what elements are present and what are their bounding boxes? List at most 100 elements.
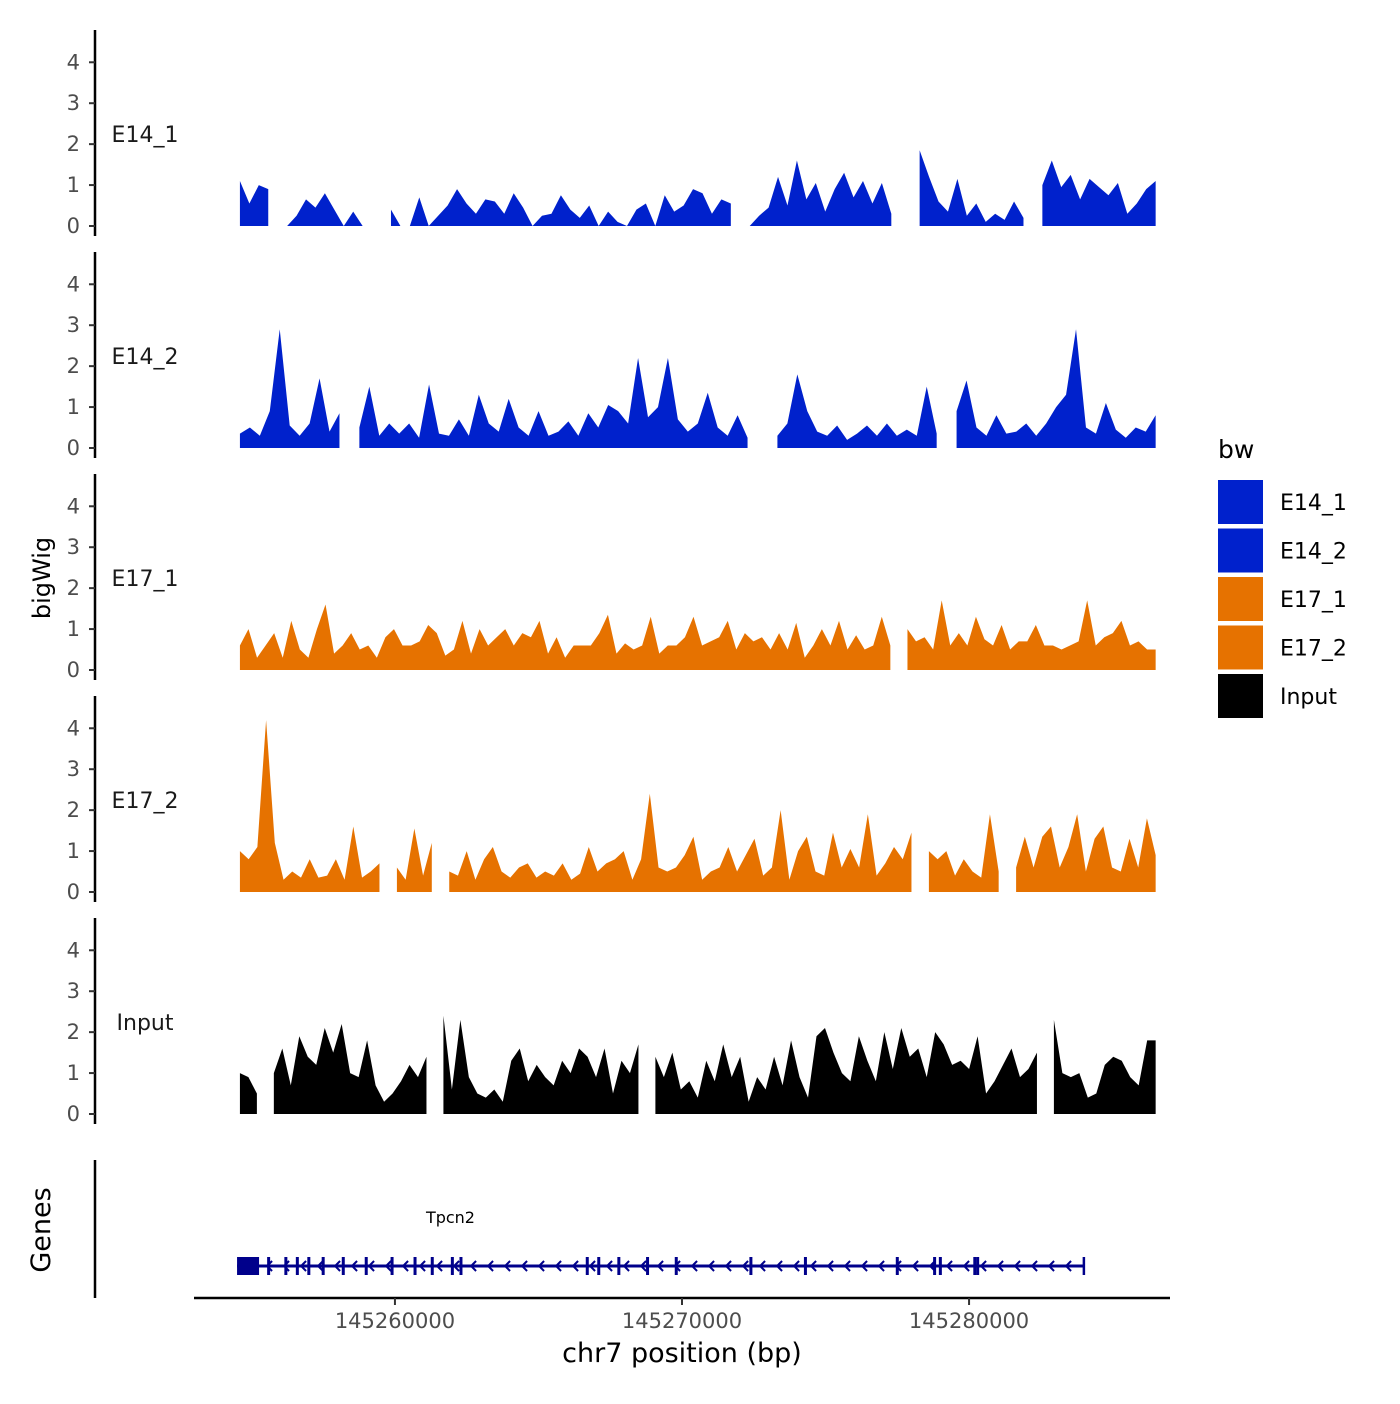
strand-arrow: [299, 1260, 307, 1272]
gene-exon: [976, 1257, 980, 1275]
y-tick-label: 4: [67, 716, 80, 740]
track-e14-2: 0 1 2 3 4 E14_2: [67, 252, 1156, 460]
x-tick-label: 145260000: [335, 1309, 455, 1333]
gene-exon: [450, 1257, 454, 1275]
strand-arrow: [401, 1260, 409, 1272]
strand-arrow: [350, 1260, 358, 1272]
y-tick-label: 0: [67, 214, 80, 238]
track-label: E14_1: [112, 123, 179, 148]
legend-label: Input: [1280, 685, 1337, 710]
strand-arrow: [282, 1260, 290, 1272]
coverage-area: [239, 1015, 1156, 1114]
strand-arrow: [656, 1260, 664, 1272]
y-tick-label: 2: [67, 354, 80, 378]
gene-tpcn2: Tpcn2: [237, 1208, 1086, 1275]
legend-swatch: [1218, 528, 1263, 573]
coverage-area: [239, 329, 1156, 448]
strand-arrow: [877, 1260, 885, 1272]
y-tick-label: 3: [67, 757, 80, 781]
gene-exon: [364, 1257, 368, 1275]
legend-entry: Input: [1218, 674, 1337, 718]
strand-arrow: [962, 1260, 970, 1272]
gene-label: Tpcn2: [425, 1208, 475, 1227]
gene-exon: [295, 1257, 299, 1275]
legend-entry: E14_2: [1218, 528, 1347, 573]
y-tick-label: 1: [67, 839, 80, 863]
gene-exon: [321, 1257, 325, 1275]
y-axis-title: bigWig: [28, 537, 56, 619]
gene-exon: [938, 1257, 942, 1275]
y-tick-label: 4: [67, 494, 80, 518]
strand-arrow: [979, 1260, 987, 1272]
strand-arrow: [860, 1260, 868, 1272]
strand-arrow: [486, 1260, 494, 1272]
strand-arrow: [792, 1260, 800, 1272]
track-input: 0 1 2 3 4 Input: [67, 918, 1156, 1126]
gene-exon: [284, 1257, 288, 1275]
genes-axis-title: Genes: [26, 1187, 57, 1272]
y-tick-label: 0: [67, 436, 80, 460]
y-tick-label: 3: [67, 91, 80, 115]
legend-entry: E17_2: [1218, 625, 1347, 670]
gene-exon: [749, 1257, 753, 1275]
strand-arrow: [605, 1260, 613, 1272]
strand-arrow: [809, 1260, 817, 1272]
x-axis-title: chr7 position (bp): [562, 1338, 802, 1369]
strand-arrow: [690, 1260, 698, 1272]
track-label: E17_1: [112, 567, 179, 592]
y-tick-label: 1: [67, 395, 80, 419]
strand-arrow: [503, 1260, 511, 1272]
track-e14-1: 0 1 2 3 4 E14_1: [67, 30, 1156, 238]
strand-arrow: [435, 1260, 443, 1272]
gene-exon: [341, 1257, 345, 1275]
strand-arrow: [520, 1260, 528, 1272]
track-label: E14_2: [112, 345, 179, 370]
strand-arrow: [367, 1260, 375, 1272]
gene-exon: [617, 1257, 621, 1275]
strand-arrow: [384, 1260, 392, 1272]
strand-arrow: [452, 1260, 460, 1272]
strand-arrow: [775, 1260, 783, 1272]
gene-panel: Tpcn2: [93, 1160, 1086, 1298]
strand-arrow: [1030, 1260, 1038, 1272]
y-tick-label: 2: [67, 132, 80, 156]
legend-label: E17_1: [1280, 588, 1347, 613]
legend-swatch: [1218, 674, 1263, 718]
strand-arrow: [911, 1260, 919, 1272]
legend: bw E14_1 E14_2 E17_1 E17_2 Input: [1218, 435, 1347, 718]
gene-exon: [973, 1257, 977, 1275]
y-tick-label: 1: [67, 173, 80, 197]
y-tick-label: 1: [67, 1061, 80, 1085]
legend-swatch: [1218, 577, 1263, 621]
gene-exon: [803, 1257, 807, 1275]
strand-arrow: [758, 1260, 766, 1272]
strand-arrow: [843, 1260, 851, 1272]
strand-arrow: [826, 1260, 834, 1272]
legend-entry: E17_1: [1218, 577, 1347, 621]
y-tick-label: 0: [67, 880, 80, 904]
gene-exon: [390, 1257, 394, 1275]
gene-exon: [585, 1257, 589, 1275]
gene-exon: [674, 1257, 678, 1275]
track-label: E17_2: [112, 789, 179, 814]
strand-arrow: [1013, 1260, 1021, 1272]
gene-exon: [895, 1257, 899, 1275]
strand-arrow: [996, 1260, 1004, 1272]
strand-arrow: [622, 1260, 630, 1272]
y-tick-label: 4: [67, 272, 80, 296]
strand-arrow: [1047, 1260, 1055, 1272]
y-tick-label: 4: [67, 50, 80, 74]
y-tick-label: 3: [67, 313, 80, 337]
x-axis: 145260000 145270000 145280000: [194, 1296, 1170, 1333]
x-tick-label: 145280000: [909, 1309, 1029, 1333]
legend-swatch: [1218, 480, 1263, 524]
gene-exon: [307, 1257, 311, 1275]
y-tick-label: 1: [67, 617, 80, 641]
legend-title: bw: [1218, 435, 1254, 464]
coverage-area: [239, 150, 1156, 226]
legend-label: E14_2: [1280, 540, 1347, 565]
y-tick-label: 4: [67, 938, 80, 962]
strand-arrow: [588, 1260, 596, 1272]
strand-arrow: [571, 1260, 579, 1272]
strand-arrow: [945, 1260, 953, 1272]
